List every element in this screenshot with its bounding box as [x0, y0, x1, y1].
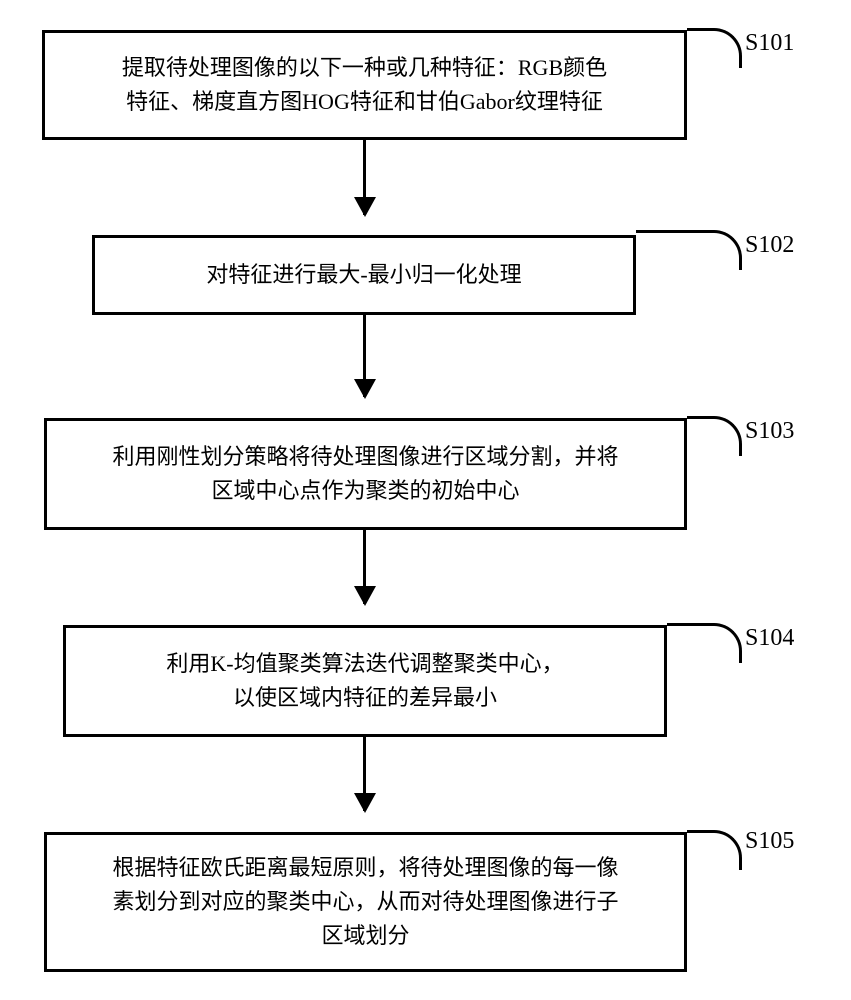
step-label-s101: S101 — [745, 30, 794, 57]
node-text: 利用刚性划分策略将待处理图像进行区域分割，并将 — [112, 440, 618, 474]
node-text: 对特征进行最大-最小归一化处理 — [206, 258, 521, 292]
flow-node-s101: 提取待处理图像的以下一种或几种特征：RGB颜色 特征、梯度直方图HOG特征和甘伯… — [42, 30, 687, 140]
node-text: 以使区域内特征的差异最小 — [166, 681, 563, 715]
node-text: 提取待处理图像的以下一种或几种特征：RGB颜色 — [122, 51, 607, 85]
node-text: 特征、梯度直方图HOG特征和甘伯Gabor纹理特征 — [122, 85, 607, 119]
step-label-s102: S102 — [745, 232, 794, 259]
label-connector — [667, 623, 742, 663]
flowchart-canvas: 提取待处理图像的以下一种或几种特征：RGB颜色 特征、梯度直方图HOG特征和甘伯… — [0, 0, 851, 1000]
step-label-s103: S103 — [745, 418, 794, 445]
flow-arrow — [363, 140, 366, 215]
label-connector — [636, 230, 742, 270]
flow-node-s102: 对特征进行最大-最小归一化处理 — [92, 235, 636, 315]
node-text: 素划分到对应的聚类中心，从而对待处理图像进行子 — [112, 885, 618, 919]
flow-node-s105: 根据特征欧氏距离最短原则，将待处理图像的每一像 素划分到对应的聚类中心，从而对待… — [44, 832, 687, 972]
node-text: 区域中心点作为聚类的初始中心 — [112, 474, 618, 508]
label-connector — [687, 416, 742, 456]
step-label-s104: S104 — [745, 625, 794, 652]
label-connector — [687, 28, 742, 68]
flow-arrow — [363, 315, 366, 397]
flow-node-s104: 利用K-均值聚类算法迭代调整聚类中心， 以使区域内特征的差异最小 — [63, 625, 667, 737]
label-connector — [687, 830, 742, 870]
flow-arrow — [363, 530, 366, 604]
flow-arrow — [363, 737, 366, 811]
node-text: 区域划分 — [112, 919, 618, 953]
node-text: 利用K-均值聚类算法迭代调整聚类中心， — [166, 647, 563, 681]
node-text: 根据特征欧氏距离最短原则，将待处理图像的每一像 — [112, 851, 618, 885]
flow-node-s103: 利用刚性划分策略将待处理图像进行区域分割，并将 区域中心点作为聚类的初始中心 — [44, 418, 687, 530]
step-label-s105: S105 — [745, 828, 794, 855]
